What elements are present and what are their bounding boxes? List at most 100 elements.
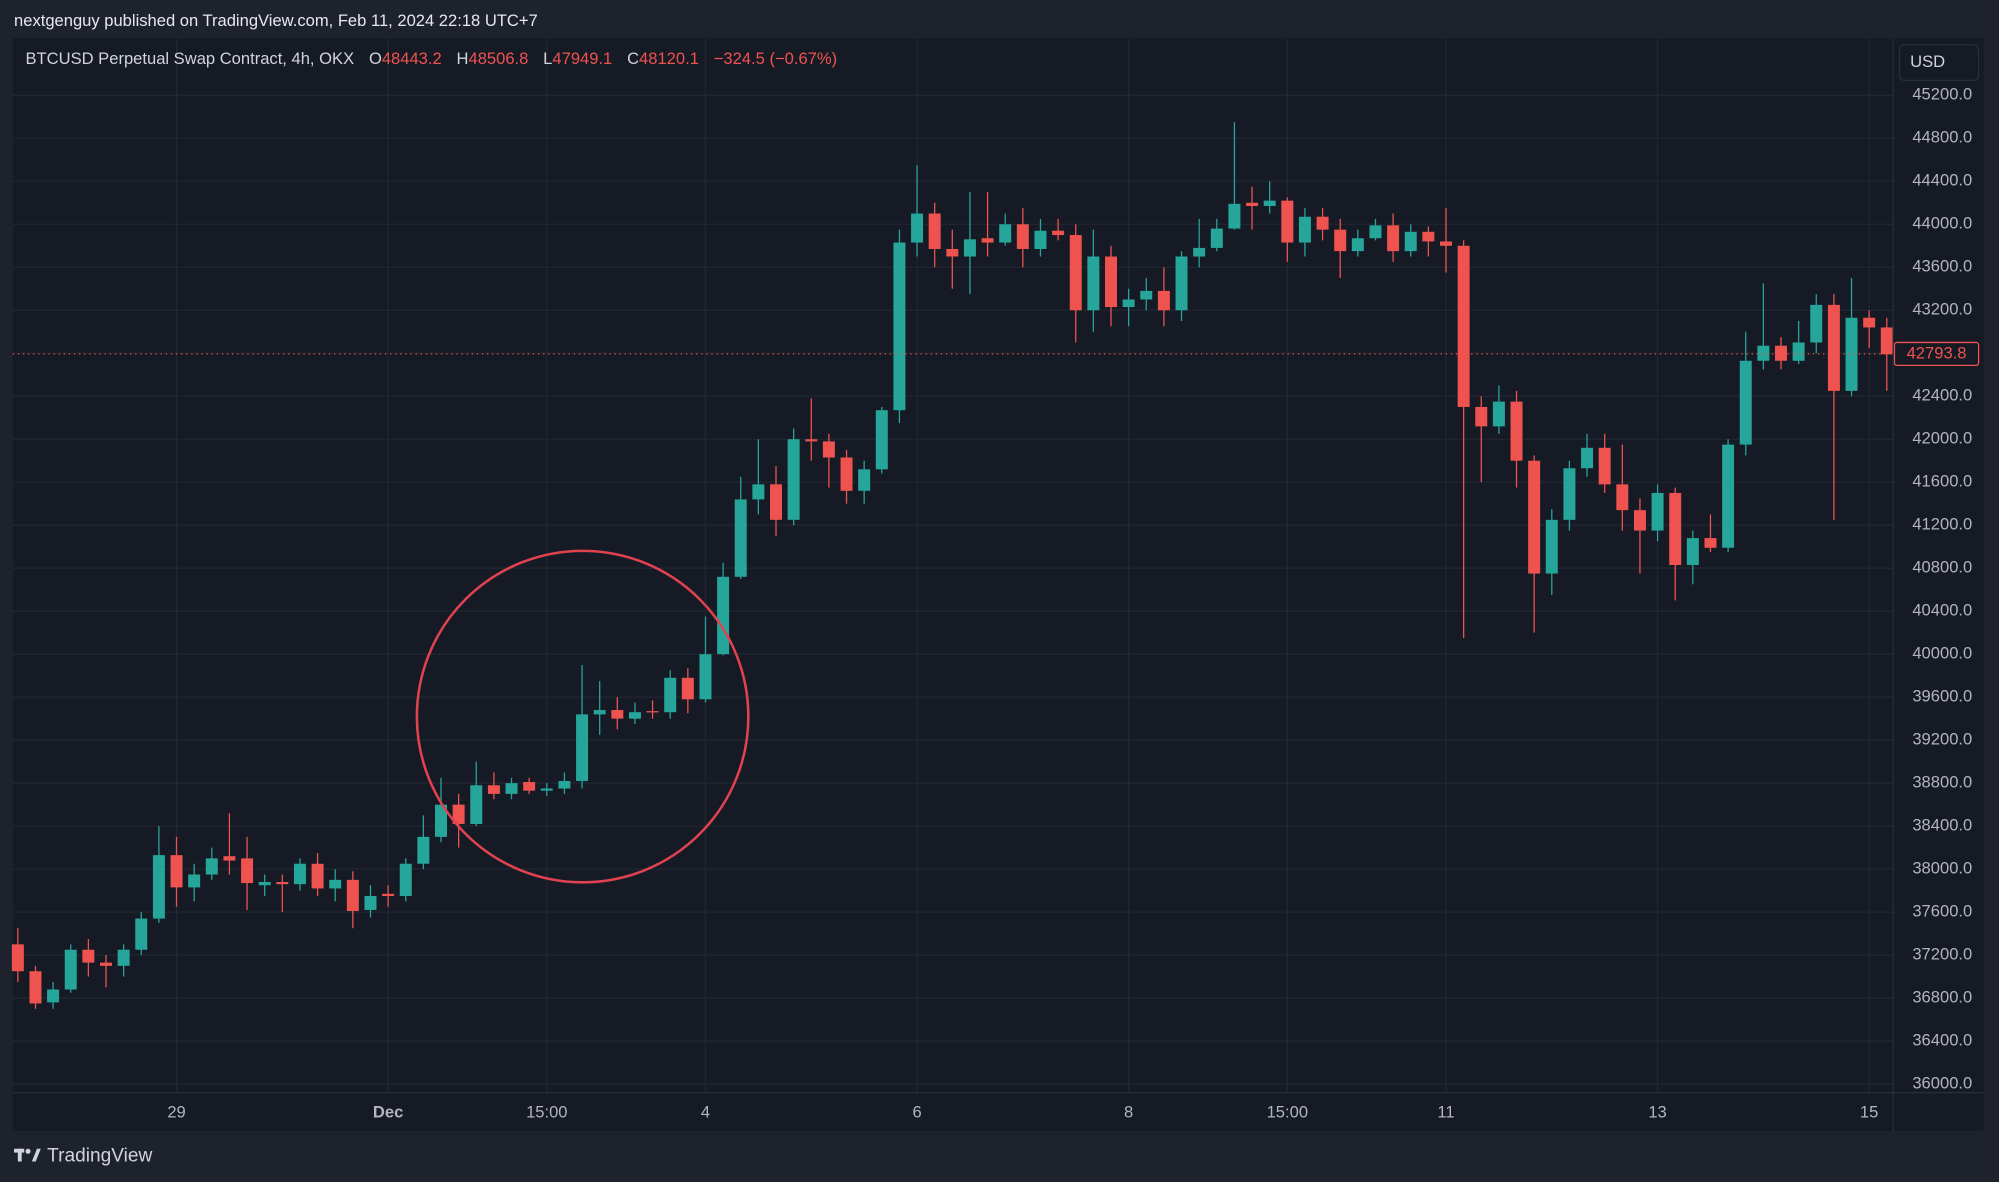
y-tick-label: 39600.0 — [1912, 687, 1972, 706]
candle-body — [1122, 299, 1135, 308]
y-tick-label: 45200.0 — [1912, 85, 1972, 104]
candle-body — [1281, 200, 1294, 243]
candle-body — [999, 224, 1012, 243]
h-label: H — [457, 49, 469, 68]
candle-body — [1087, 256, 1100, 311]
candle-body — [276, 882, 289, 885]
candle-body — [681, 677, 694, 700]
plot-background — [12, 38, 1984, 1131]
candle-body — [1739, 360, 1752, 445]
candle-body — [1387, 225, 1400, 252]
logo — [14, 1148, 41, 1162]
candle-body — [1545, 519, 1558, 574]
candle-body — [1528, 460, 1541, 574]
plot: 36000.0 36400.0 36800.0 37200.0 37600.0 38000… — [11, 38, 1984, 1131]
annotation-circle — [415, 549, 750, 884]
candle-body — [840, 457, 853, 491]
o-value: 48443.2 — [382, 49, 442, 68]
candle-body — [241, 858, 254, 884]
l-label: L — [543, 49, 552, 68]
x-tick-label: 15:00 — [1267, 1102, 1308, 1121]
candle-body — [346, 879, 359, 912]
candle-body — [1686, 538, 1699, 565]
candle-body — [1034, 230, 1047, 249]
candle-body — [805, 439, 818, 442]
y-tick-label: 43600.0 — [1912, 257, 1972, 276]
candle-body — [152, 855, 165, 919]
candle-body — [1492, 401, 1505, 427]
y-tick-label: 36000.0 — [1912, 1073, 1972, 1092]
candle-body — [47, 989, 60, 1003]
candle-body — [576, 714, 589, 781]
candle-body — [893, 242, 906, 411]
candle-body — [1633, 510, 1646, 531]
y-tick-label: 36800.0 — [1912, 987, 1972, 1006]
brand: TradingView — [47, 1145, 152, 1166]
candle-body — [664, 677, 677, 713]
x-tick-label: 29 — [167, 1102, 185, 1121]
candle-body — [593, 710, 606, 715]
candle-body — [1651, 492, 1664, 531]
candle-body — [1704, 538, 1717, 548]
candle-body — [1422, 231, 1435, 242]
candle-body — [188, 874, 201, 888]
x-tick-label: 6 — [912, 1102, 921, 1121]
candle-body — [1263, 200, 1276, 207]
candle-body — [1792, 342, 1805, 361]
y-tick-label: 42400.0 — [1912, 386, 1972, 405]
candle-body — [628, 712, 641, 719]
candle-body — [170, 855, 183, 888]
x-tick-label: 15:00 — [526, 1102, 567, 1121]
candle-body — [135, 918, 148, 950]
candle-body — [787, 439, 800, 520]
y-tick-label: 40800.0 — [1912, 558, 1972, 577]
candle-body — [64, 949, 77, 990]
candle-body — [1069, 235, 1082, 311]
y-tick-label: 37200.0 — [1912, 944, 1972, 963]
y-tick-label: 44800.0 — [1912, 128, 1972, 147]
y-tick-label: 40000.0 — [1912, 644, 1972, 663]
candle-body — [1598, 447, 1611, 485]
candle-body — [1510, 401, 1523, 461]
y-tick-label: 38400.0 — [1912, 816, 1972, 835]
logo-part — [31, 1148, 41, 1162]
h-value: 48506.8 — [468, 49, 528, 68]
x-tick-label: 8 — [1124, 1102, 1133, 1121]
o-label: O — [369, 49, 382, 68]
candle-body — [752, 484, 765, 500]
candle-body — [523, 782, 536, 791]
candle-body — [1863, 317, 1876, 328]
candle-body — [1298, 216, 1311, 243]
legend: BTCUSD Perpetual Swap Contract, 4h, OKX … — [25, 49, 837, 68]
candle-body — [875, 410, 888, 470]
last-price-label: 42793.8 — [1907, 343, 1967, 362]
candle-body — [329, 879, 342, 889]
candle-body — [82, 949, 95, 963]
y-tick-label: 38800.0 — [1912, 773, 1972, 792]
x-tick-label: 11 — [1437, 1102, 1454, 1121]
candle-body — [1351, 238, 1364, 252]
logo-part — [17, 1148, 22, 1162]
candle-body — [505, 783, 518, 794]
candle-body — [223, 856, 236, 861]
candle-body — [540, 788, 553, 791]
candle-body — [487, 785, 500, 794]
candle-body — [1827, 304, 1840, 391]
candle-body — [1440, 241, 1452, 246]
y-tick-label: 40400.0 — [1912, 601, 1972, 620]
candle-body — [382, 893, 395, 896]
change: −324.5 (−0.67%) — [714, 49, 837, 68]
y-tick-label: 43200.0 — [1912, 300, 1972, 319]
candle-body — [1722, 444, 1735, 548]
currency-button[interactable] — [1898, 44, 1980, 82]
candle-body — [1210, 228, 1223, 248]
x-tick-label: 4 — [701, 1102, 710, 1121]
candle-body — [1880, 327, 1893, 355]
candle-body — [452, 804, 465, 824]
candle-body — [699, 654, 712, 700]
candle-body — [822, 441, 835, 458]
currency[interactable]: USD — [1910, 52, 1945, 71]
candle-body — [1228, 203, 1241, 229]
candle-body — [928, 213, 941, 249]
